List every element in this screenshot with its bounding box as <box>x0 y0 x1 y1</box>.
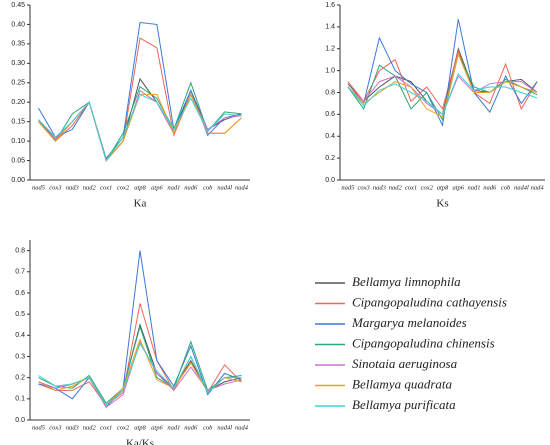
x-tick-label: nad6 <box>483 184 497 191</box>
x-tick-label: atp6 <box>452 184 464 191</box>
x-tick-label: cox3 <box>49 184 62 191</box>
legend-label: Cipangopaludina chinensis <box>352 335 495 350</box>
x-tick-label: atp8 <box>437 184 449 191</box>
series-line: Margarya melanoides <box>38 250 242 409</box>
x-tick-label: nad5 <box>32 424 46 431</box>
y-tick-label: 0.00 <box>11 177 25 184</box>
series-line: Sinotaia aeruginosa <box>38 340 242 409</box>
y-tick-label: 0.20 <box>11 99 25 106</box>
legend-label: Bellamya purificata <box>352 397 456 412</box>
y-tick-label: 0.1 <box>15 396 25 403</box>
y-tick-label: 0.40 <box>11 21 25 28</box>
x-tick-label: nad5 <box>32 184 46 191</box>
y-tick-label: 0.7 <box>15 269 25 276</box>
y-tick-label: 1.0 <box>325 67 335 74</box>
x-tick-label: nad2 <box>83 424 97 431</box>
y-tick-label: 0.45 <box>11 2 25 9</box>
x-tick-label: nad3 <box>66 184 80 191</box>
x-tick-label: atp8 <box>134 184 146 191</box>
x-tick-label: nad4 <box>235 184 249 191</box>
x-tick-label: atp6 <box>151 424 163 431</box>
series-line: Bellamya purificata <box>347 72 538 116</box>
legend-label: Bellamya limnophila <box>352 274 461 289</box>
x-tick-label: cox2 <box>421 184 434 191</box>
x-tick-label: cob <box>203 184 213 191</box>
y-tick-label: 0.35 <box>11 41 25 48</box>
x-tick-label: cox3 <box>49 424 62 431</box>
legend-label: Cipangopaludina cathayensis <box>352 294 507 309</box>
y-tick-label: 1.2 <box>325 46 335 53</box>
x-tick-label: nad1 <box>468 184 481 191</box>
x-tick-label: nad4l <box>217 184 232 191</box>
x-tick-label: cob <box>203 424 213 431</box>
x-tick-label: cox2 <box>117 424 130 431</box>
y-tick-label: 0.4 <box>325 133 335 140</box>
series-line: Cipangopaludina cathayensis <box>347 49 538 111</box>
y-tick-label: 0.8 <box>325 89 335 96</box>
x-tick-label: atp8 <box>134 424 146 431</box>
x-tick-label: nad4l <box>514 184 529 191</box>
series-line: Bellamya purificata <box>38 342 242 406</box>
x-tick-label: atp6 <box>151 184 163 191</box>
legend-label: Margarya melanoides <box>351 315 467 330</box>
series-line: Bellamya quadrata <box>347 52 538 118</box>
x-tick-label: nad4 <box>531 184 545 191</box>
y-tick-label: 0.25 <box>11 80 25 87</box>
x-axis-label: Ks <box>436 198 448 210</box>
x-tick-label: nad6 <box>184 184 198 191</box>
y-tick-label: 0.0 <box>325 177 335 184</box>
x-tick-label: nad4l <box>217 424 232 431</box>
y-tick-label: 0.05 <box>11 157 25 164</box>
x-tick-label: nad4 <box>235 424 249 431</box>
x-tick-label: nad2 <box>83 184 97 191</box>
x-tick-label: nad1 <box>167 424 180 431</box>
series-line: Bellamya limnophila <box>38 322 242 407</box>
legend-label: Bellamya quadrata <box>352 376 453 391</box>
y-tick-label: 1.6 <box>325 2 335 9</box>
x-tick-label: cox3 <box>358 184 371 191</box>
series-line: Margarya melanoides <box>38 21 242 160</box>
x-tick-label: cox1 <box>405 184 417 191</box>
x-axis-label: Ka <box>134 198 147 210</box>
series-line: Bellamya purificata <box>38 93 242 162</box>
x-tick-label: cox2 <box>117 184 130 191</box>
x-tick-label: nad3 <box>373 184 387 191</box>
y-tick-label: 0.5 <box>15 311 25 318</box>
series-line: Cipangopaludina cathayensis <box>38 37 242 162</box>
y-tick-label: 0.8 <box>15 247 25 254</box>
y-tick-label: 0.2 <box>325 155 335 162</box>
x-tick-label: nad5 <box>341 184 355 191</box>
y-tick-label: 0.10 <box>11 138 25 145</box>
x-tick-label: cob <box>501 184 511 191</box>
series-line: Margarya melanoides <box>347 19 538 127</box>
x-tick-label: nad2 <box>389 184 403 191</box>
legend-label: Sinotaia aeruginosa <box>352 356 458 371</box>
series-line: Bellamya quadrata <box>38 338 242 407</box>
x-tick-label: nad3 <box>66 424 80 431</box>
series-line: Cipangopaludina chinensis <box>347 52 538 122</box>
y-tick-label: 1.4 <box>325 24 335 31</box>
x-axis-label: Ka/Ks <box>126 438 154 445</box>
y-tick-label: 0.0 <box>15 417 25 424</box>
y-tick-label: 0.6 <box>325 111 335 118</box>
y-tick-label: 0.3 <box>15 353 25 360</box>
y-tick-label: 0.30 <box>11 60 25 67</box>
y-tick-label: 0.2 <box>15 374 25 381</box>
x-tick-label: cox1 <box>100 424 112 431</box>
y-tick-label: 0.6 <box>15 290 25 297</box>
x-tick-label: cox1 <box>100 184 112 191</box>
y-tick-label: 0.4 <box>15 332 25 339</box>
y-tick-label: 0.15 <box>11 119 25 126</box>
x-tick-label: nad1 <box>167 184 180 191</box>
x-tick-label: nad6 <box>184 424 198 431</box>
